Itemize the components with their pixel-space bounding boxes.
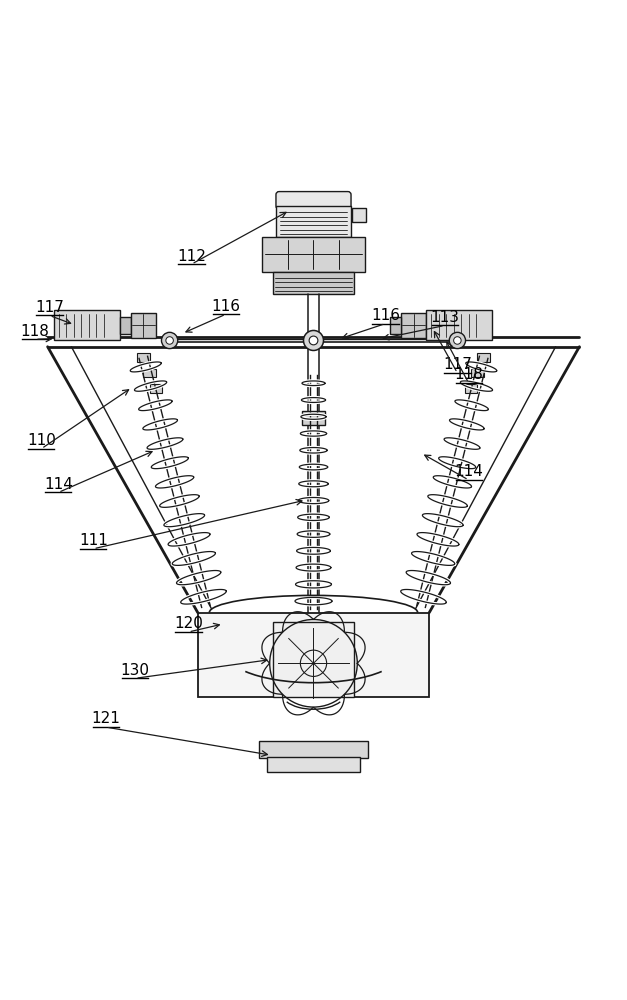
Text: 114: 114 bbox=[454, 464, 483, 479]
Text: 111: 111 bbox=[79, 533, 108, 548]
Bar bbox=[471, 369, 483, 377]
Text: 117: 117 bbox=[443, 357, 472, 372]
Bar bbox=[262, 237, 365, 272]
Text: 113: 113 bbox=[430, 310, 460, 325]
Bar bbox=[150, 384, 162, 393]
Bar bbox=[302, 411, 325, 425]
Bar bbox=[259, 741, 368, 758]
Bar bbox=[131, 313, 156, 338]
Text: 118: 118 bbox=[21, 324, 50, 339]
Circle shape bbox=[454, 337, 461, 344]
Bar bbox=[54, 310, 120, 340]
Circle shape bbox=[450, 332, 465, 349]
Text: 116: 116 bbox=[211, 299, 240, 314]
Text: 112: 112 bbox=[177, 249, 206, 264]
Bar bbox=[144, 369, 156, 377]
Bar bbox=[465, 384, 477, 393]
Text: 121: 121 bbox=[92, 711, 120, 726]
Text: 116: 116 bbox=[371, 308, 400, 323]
Text: 117: 117 bbox=[35, 300, 64, 315]
FancyBboxPatch shape bbox=[276, 192, 351, 209]
Bar bbox=[276, 206, 351, 237]
Circle shape bbox=[303, 330, 324, 350]
Bar bbox=[120, 317, 131, 334]
Text: 118: 118 bbox=[454, 367, 483, 382]
Bar bbox=[273, 622, 354, 697]
Bar bbox=[352, 208, 366, 222]
Bar bbox=[266, 757, 361, 772]
Bar bbox=[401, 313, 426, 338]
Bar bbox=[390, 317, 401, 334]
Bar bbox=[426, 310, 492, 340]
Bar bbox=[477, 353, 490, 362]
Text: 130: 130 bbox=[121, 663, 150, 678]
Circle shape bbox=[162, 332, 177, 349]
Circle shape bbox=[309, 336, 318, 345]
Text: 114: 114 bbox=[44, 477, 73, 492]
Bar bbox=[273, 272, 354, 294]
Text: 110: 110 bbox=[27, 433, 56, 448]
Bar bbox=[137, 353, 150, 362]
Text: 120: 120 bbox=[174, 616, 203, 631]
Circle shape bbox=[166, 337, 173, 344]
Bar bbox=[198, 613, 429, 697]
